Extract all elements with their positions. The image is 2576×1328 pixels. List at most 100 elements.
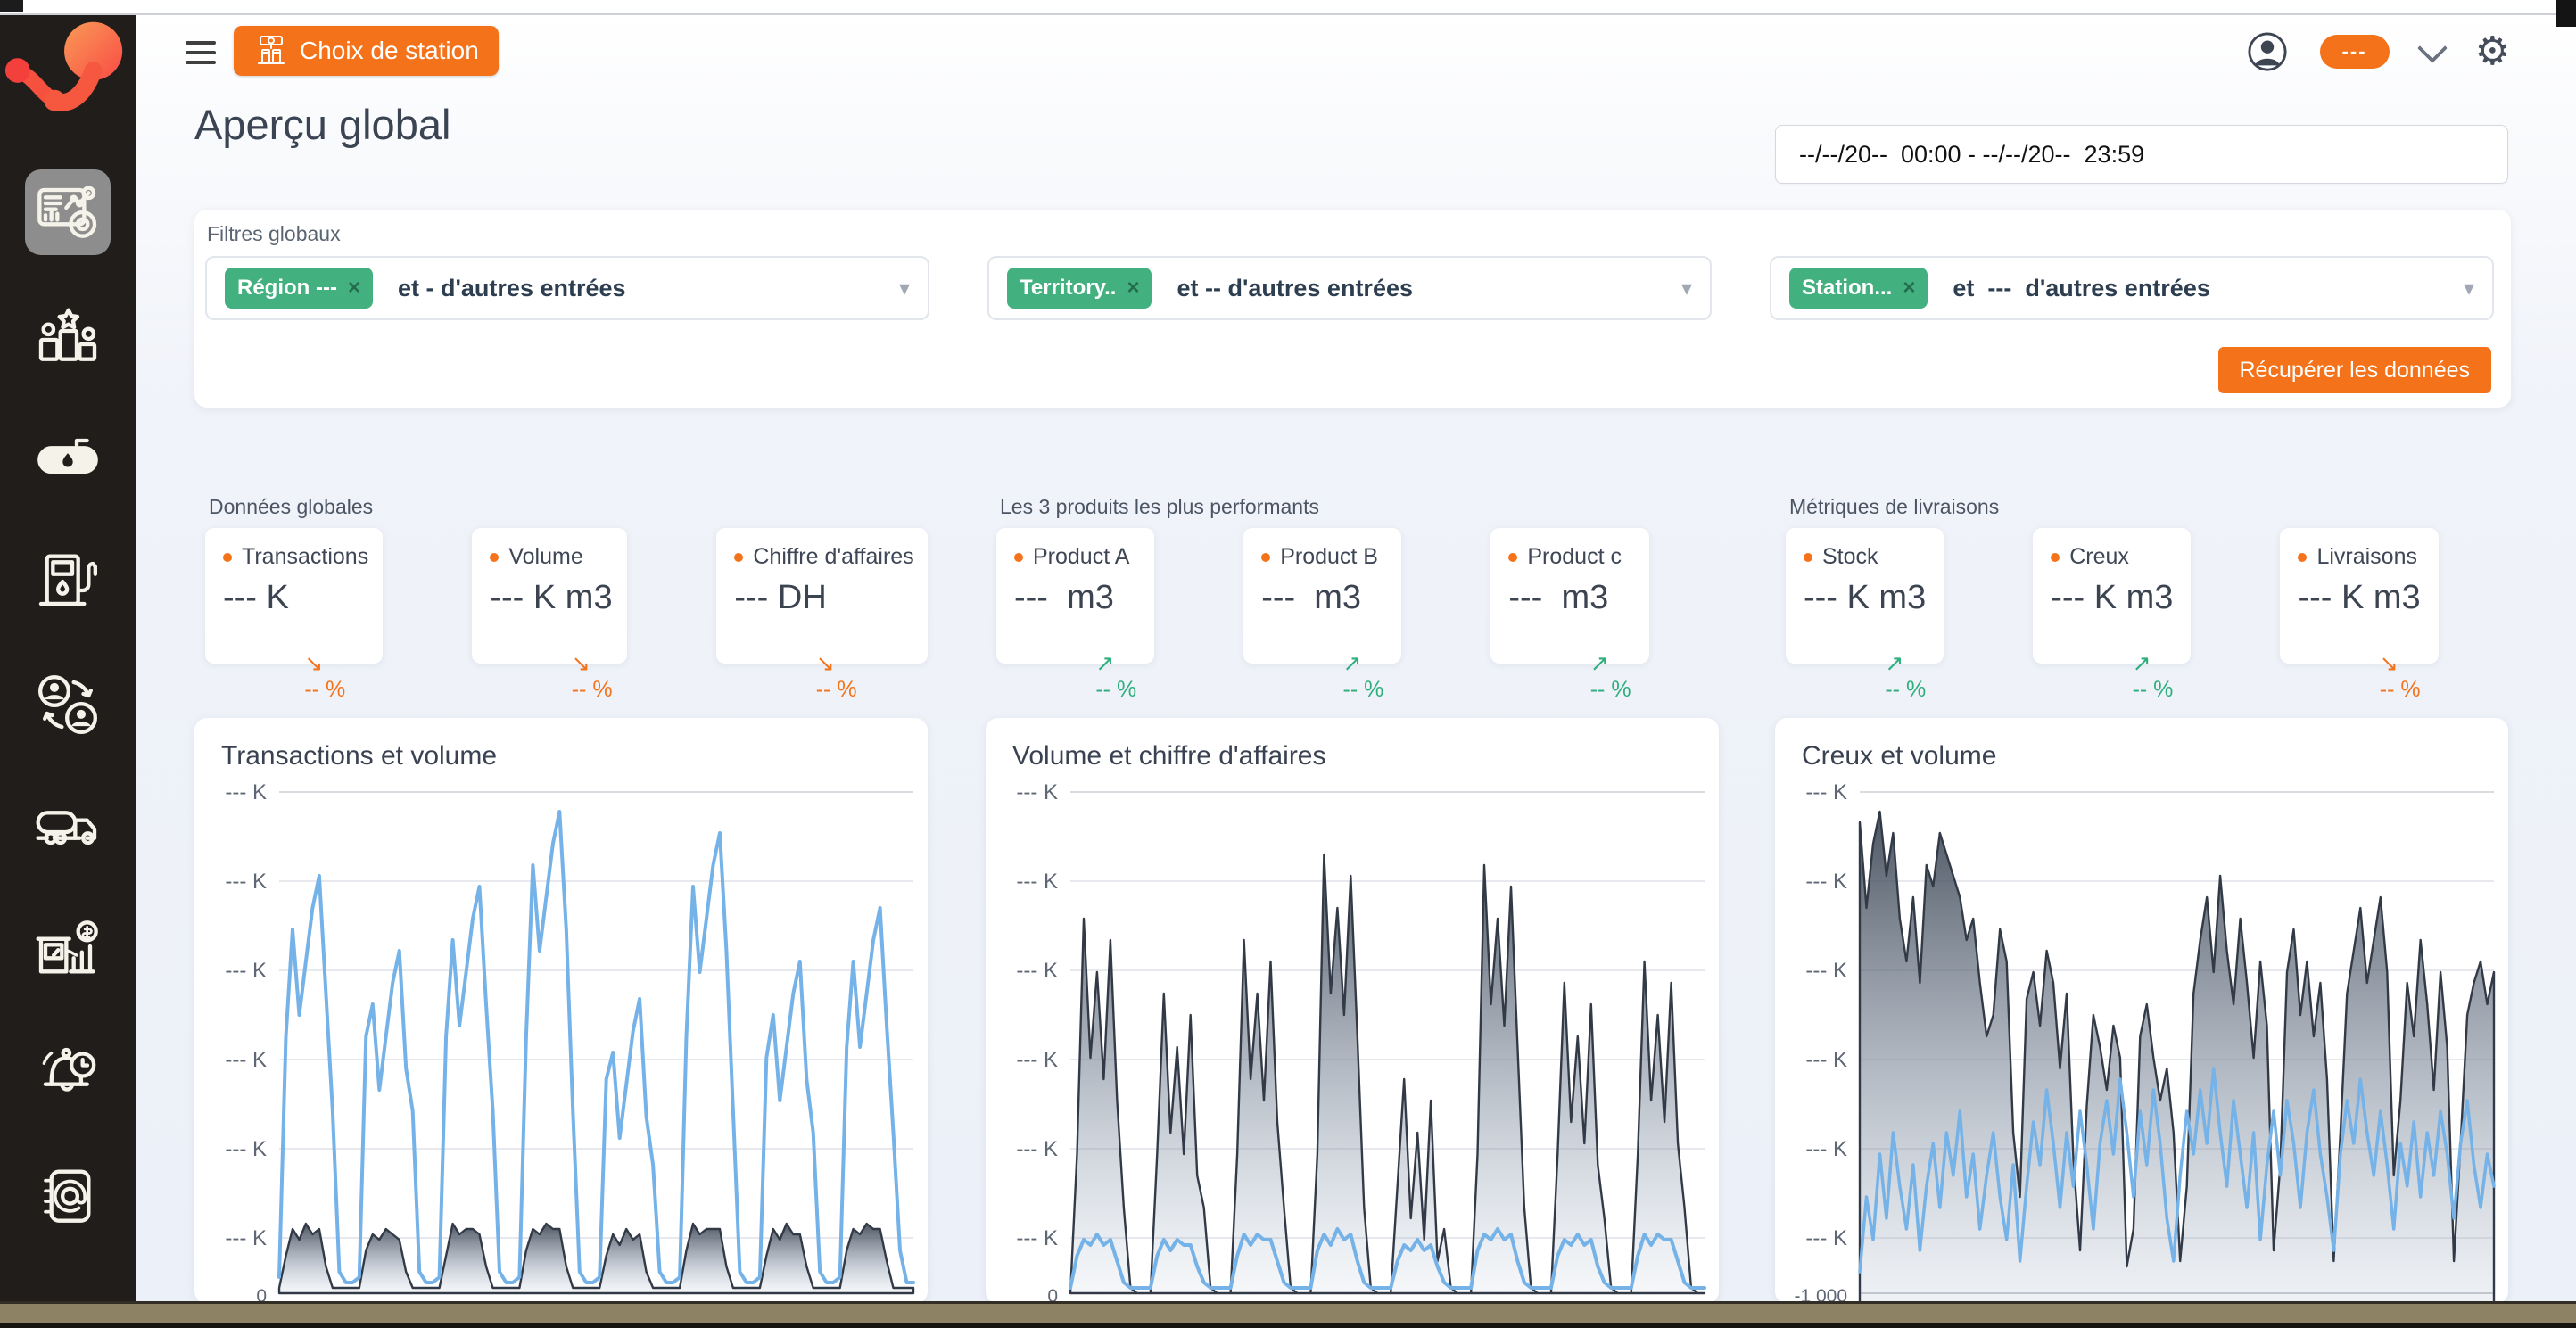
bullet-dot-icon (1014, 552, 1023, 562)
territory-filter-select[interactable]: Territory.. × et -- d'autres entrées ▾ (987, 256, 1712, 320)
kpi-card-volume: Volume --- K m3 ↘ -- % (472, 528, 628, 702)
trend-arrow-icon: ↗ (1589, 651, 1609, 676)
region-filter-tag[interactable]: Région --- × (225, 268, 373, 309)
gear-icon[interactable]: ⚙ (2474, 29, 2510, 73)
bullet-dot-icon (734, 552, 744, 562)
remove-tag-icon[interactable]: × (1127, 276, 1140, 300)
svg-text:--- K: --- K (225, 870, 267, 894)
svg-text:-1 000: -1 000 (1794, 1286, 1847, 1304)
svg-text:--- K: --- K (1016, 959, 1058, 983)
kpi-card-creux: Creux --- K m3 ↗ -- % (2033, 528, 2192, 702)
bullet-dot-icon (223, 552, 232, 562)
tanker-truck-icon (36, 811, 97, 845)
user-avatar-icon[interactable] (2247, 31, 2288, 72)
svg-text:--- K: --- K (1016, 870, 1058, 894)
date-range-input[interactable] (1775, 125, 2508, 184)
svg-text:--- K: --- K (1805, 959, 1847, 983)
kpi-card-product-a: Product A --- m3 ↗ -- % (996, 528, 1155, 702)
filters-label: Filtres globaux (207, 222, 341, 245)
caret-down-icon: ▾ (898, 276, 910, 301)
bullet-dot-icon (490, 552, 500, 562)
remove-tag-icon[interactable]: × (347, 276, 360, 300)
window-corner-left (0, 0, 23, 12)
station-filter-select[interactable]: Station... × et --- d'autres entrées ▾ (1770, 256, 2494, 320)
bullet-dot-icon (2051, 552, 2060, 562)
page-title: Aperçu global (194, 101, 451, 148)
trend-indicator: ↗ -- % (1589, 651, 1631, 702)
trend-indicator: ↘ -- % (815, 651, 857, 702)
volume-ca-chart: --- K --- K --- K --- K --- K --- K 0 (1016, 780, 1706, 1304)
trend-indicator: ↘ -- % (2379, 651, 2421, 702)
kpi-card-stock: Stock --- K m3 ↗ -- % (1786, 528, 1944, 702)
sidebar-item-fuel-pump[interactable] (25, 539, 111, 624)
window-top-edge (0, 0, 2576, 15)
global-filters-card: Filtres globaux Région --- × et - d'autr… (194, 210, 2511, 408)
sidebar-item-sales[interactable] (25, 908, 111, 994)
trend-indicator: ↘ -- % (571, 651, 613, 702)
fuel-pump-icon (38, 554, 98, 606)
kpi-card-product-c: Product c --- m3 ↗ -- % (1490, 528, 1649, 702)
contacts-book-icon (44, 1169, 91, 1223)
podium-ranking-icon (38, 308, 97, 361)
trend-arrow-icon: ↗ (1342, 651, 1362, 676)
svg-text:--- K: --- K (1805, 1137, 1847, 1161)
station-sales-icon (36, 920, 98, 974)
svg-text:--- K: --- K (225, 1137, 267, 1161)
territory-filter-tag[interactable]: Territory.. × (1007, 268, 1152, 309)
analytics-dashboard-icon (37, 186, 97, 238)
svg-text:--- K: --- K (225, 780, 267, 804)
choose-station-button[interactable]: Choix de station (234, 26, 499, 76)
window-corner-right (2556, 0, 2576, 27)
trend-arrow-icon: ↘ (2379, 651, 2398, 676)
trend-arrow-icon: ↗ (2132, 651, 2151, 676)
kpi-card-livraisons: Livraisons --- K m3 ↘ -- % (2280, 528, 2439, 702)
trend-arrow-icon: ↘ (815, 651, 835, 676)
trend-arrow-icon: ↗ (1885, 651, 1904, 676)
svg-text:--- K: --- K (225, 1226, 267, 1250)
svg-text:0: 0 (256, 1286, 267, 1304)
customers-exchange-icon (38, 675, 97, 734)
svg-text:--- K: --- K (1016, 1048, 1058, 1072)
chart-card-transactions-volume: Transactions et volume --- K --- K --- K --… (194, 718, 928, 1304)
user-pill-button[interactable]: --- (2319, 35, 2390, 69)
trend-indicator: ↗ -- % (1885, 651, 1927, 702)
sidebar-item-deliveries[interactable] (25, 785, 111, 870)
sidebar (0, 14, 136, 1304)
chevron-down-icon[interactable] (2416, 33, 2448, 63)
bullet-dot-icon (1804, 552, 1812, 562)
svg-text:--- K: --- K (1805, 1048, 1847, 1072)
kpi-group-deliveries: Métriques de livraisons Stock --- K m3 ↗… (1775, 495, 2508, 702)
bullet-dot-icon (1508, 552, 1518, 562)
bullet-dot-icon (2298, 552, 2308, 562)
alerts-bell-icon (42, 1047, 96, 1092)
sidebar-item-tank[interactable] (25, 416, 111, 501)
trend-indicator: ↘ -- % (304, 651, 346, 702)
sidebar-item-contacts[interactable] (25, 1154, 111, 1240)
station-filter-tag[interactable]: Station... × (1789, 268, 1928, 309)
sidebar-item-top-products[interactable] (25, 293, 111, 378)
main-area: Choix de station --- ⚙ Aperçu global Fil… (136, 14, 2576, 1304)
kpi-group-global: Données globales Transactions --- K ↘ --… (194, 495, 928, 702)
taskbar-strip (0, 1301, 2576, 1328)
kpi-card-chiffre-affaires: Chiffre d'affaires --- DH ↘ -- % (716, 528, 928, 702)
trend-indicator: ↗ -- % (1342, 651, 1384, 702)
region-filter-select[interactable]: Région --- × et - d'autres entrées ▾ (205, 256, 929, 320)
sidebar-item-dashboard[interactable] (25, 169, 111, 255)
fetch-data-button[interactable]: Récupérer les données (2217, 347, 2491, 393)
svg-text:--- K: --- K (225, 959, 267, 983)
header-right: --- ⚙ (2247, 27, 2510, 77)
svg-text:--- K: --- K (1016, 1137, 1058, 1161)
svg-text:--- K: --- K (1016, 1226, 1058, 1250)
sidebar-item-customers[interactable] (25, 662, 111, 747)
sidebar-item-alerts[interactable] (25, 1031, 111, 1117)
trend-arrow-icon: ↘ (571, 651, 590, 676)
trend-arrow-icon: ↘ (304, 651, 324, 676)
bullet-dot-icon (1261, 552, 1271, 562)
menu-icon[interactable] (186, 41, 216, 64)
kpi-card-transactions: Transactions --- K ↘ -- % (205, 528, 384, 702)
kpi-group-top-products: Les 3 produits les plus performants Prod… (986, 495, 1719, 702)
remove-tag-icon[interactable]: × (1903, 276, 1916, 300)
fuel-tank-icon (37, 438, 98, 474)
creux-volume-chart: --- K --- K --- K --- K --- K --- K -1 000 (1794, 780, 2496, 1304)
